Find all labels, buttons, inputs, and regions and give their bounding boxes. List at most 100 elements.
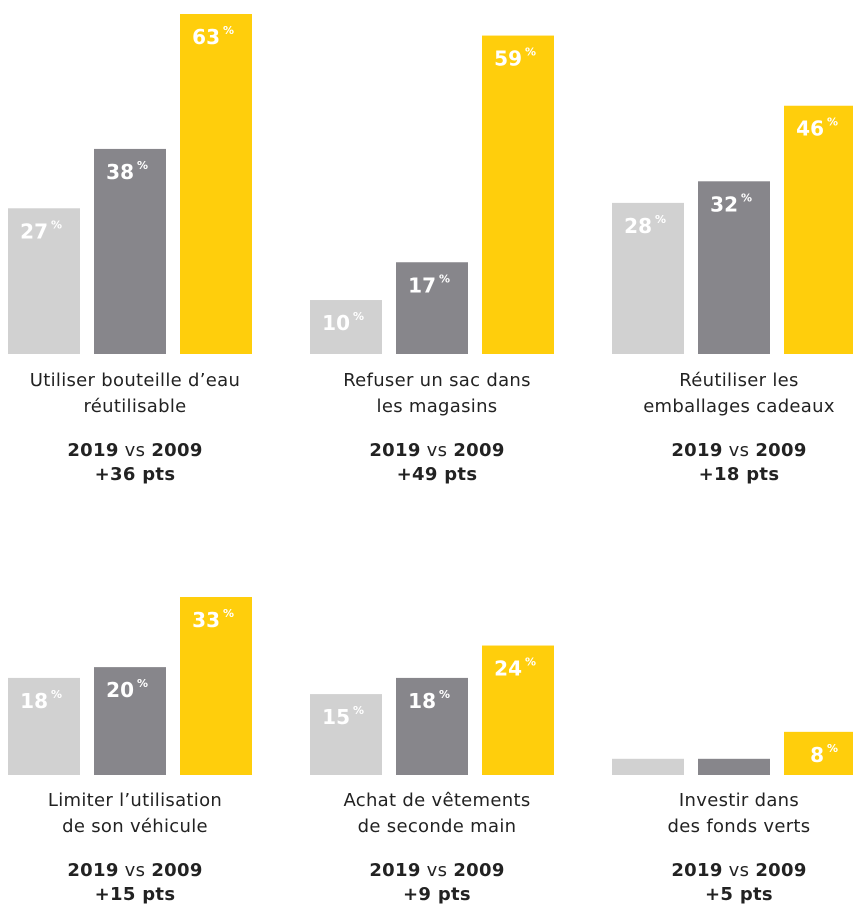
year-a: 2019 <box>671 440 723 461</box>
value-label: 46 <box>796 117 824 141</box>
bar <box>784 731 853 775</box>
bar-chart-svg: 27 %38 %63% <box>8 14 252 354</box>
percent-sign: % <box>655 733 666 746</box>
bar <box>698 181 770 354</box>
bar-chart-svg: 15% 18 %24% <box>310 645 554 775</box>
bar <box>784 105 853 354</box>
bar <box>698 758 770 775</box>
comparison-block: 2019 vs 2009 +49 pts <box>310 439 564 487</box>
percent-sign: % <box>223 607 234 620</box>
percent-sign: % <box>655 213 666 226</box>
value-label: 24 <box>494 657 522 681</box>
vs-text: vs <box>722 440 756 461</box>
bar-chart-svg: 28 %32 %46% <box>612 105 853 354</box>
caption-line: Réutiliser les <box>679 370 799 391</box>
value-label: 3 <box>638 734 652 758</box>
year-a: 2019 <box>67 860 119 881</box>
vs-text: vs <box>420 860 454 881</box>
comparison-block: 2019 vs 2009 +15 pts <box>8 859 262 907</box>
bar <box>612 202 684 354</box>
comparison-years: 2019 vs 2009 <box>612 859 853 883</box>
delta-points: +9 pts <box>403 884 471 905</box>
year-b: 2009 <box>151 440 203 461</box>
bar <box>482 645 554 775</box>
percent-sign: % <box>741 733 752 746</box>
bar <box>8 677 80 775</box>
value-label: 17 <box>408 273 436 297</box>
chart-caption: Utiliser bouteille d’eau réutilisable <box>8 368 262 420</box>
percent-sign: % <box>223 24 234 37</box>
bar <box>180 14 252 354</box>
chart-caption: Réutiliser les emballages cadeaux <box>612 368 853 420</box>
chart-caption: Refuser un sac dans les magasins <box>310 368 564 420</box>
percent-sign: % <box>51 218 62 231</box>
vs-text: vs <box>118 440 152 461</box>
bar <box>612 758 684 775</box>
comparison-block: 2019 vs 2009 +36 pts <box>8 439 262 487</box>
value-label: 8 <box>810 743 824 767</box>
vs-text: vs <box>118 860 152 881</box>
comparison-years: 2019 vs 2009 <box>612 439 853 463</box>
bar <box>94 667 166 775</box>
value-label: 28 <box>624 214 652 238</box>
value-label: 20 <box>106 678 134 702</box>
percent-sign: % <box>51 688 62 701</box>
percent-sign: % <box>137 159 148 172</box>
value-label: 15 <box>322 705 350 729</box>
comparison-years: 2019 vs 2009 <box>8 439 262 463</box>
value-label: 18 <box>408 689 436 713</box>
bar <box>180 597 252 775</box>
year-a: 2019 <box>67 440 119 461</box>
chart-caption: Investir dans des fonds verts <box>612 788 853 840</box>
chart-caption: Achat de vêtements de seconde main <box>310 788 564 840</box>
year-b: 2009 <box>453 440 505 461</box>
bar <box>8 208 80 354</box>
year-a: 2019 <box>369 440 421 461</box>
comparison-block: 2019 vs 2009 +18 pts <box>612 439 853 487</box>
percent-sign: % <box>137 677 148 690</box>
value-label: 63 <box>192 25 220 49</box>
percent-sign: % <box>741 191 752 204</box>
year-b: 2009 <box>151 860 203 881</box>
value-label: 10 <box>322 311 350 335</box>
comparison-block: 2019 vs 2009 +9 pts <box>310 859 564 907</box>
caption-line: Investir dans <box>678 790 800 811</box>
delta-points: +18 pts <box>698 464 780 485</box>
bar <box>396 677 468 775</box>
chart-panel: 15% 18% 24% Achat de vêtements de seconde ma… <box>310 0 564 909</box>
value-label: 3 <box>724 734 738 758</box>
bar <box>94 148 166 354</box>
comparison-years: 2019 vs 2009 <box>8 859 262 883</box>
bar <box>482 35 554 354</box>
value-label: 27 <box>20 219 48 243</box>
bar-chart-svg: 10 %17 %59% <box>310 35 554 354</box>
comparison-years: 2019 vs 2009 <box>310 859 564 883</box>
year-a: 2019 <box>369 860 421 881</box>
percent-sign: % <box>525 46 536 59</box>
delta-points: +49 pts <box>396 464 478 485</box>
year-a: 2019 <box>671 860 723 881</box>
delta-points: +5 pts <box>705 884 773 905</box>
percent-sign: % <box>827 116 838 129</box>
year-b: 2009 <box>453 860 505 881</box>
percent-sign: % <box>525 656 536 669</box>
vs-text: vs <box>420 440 454 461</box>
bar <box>396 262 468 354</box>
caption-line: Limiter l’utilisation <box>47 790 223 811</box>
comparison-block: 2019 vs 2009 +5 pts <box>612 859 853 907</box>
caption-line: réutilisable <box>83 396 187 417</box>
percent-sign: % <box>439 272 450 285</box>
delta-points: +15 pts <box>94 884 176 905</box>
percent-sign: % <box>353 310 364 323</box>
value-label: 38 <box>106 160 134 184</box>
delta-points: +36 pts <box>94 464 176 485</box>
caption-line: les magasins <box>376 396 498 417</box>
caption-line: des fonds verts <box>667 816 811 837</box>
bar-chart-svg: 18% 20 %33% <box>8 597 252 775</box>
chart-panel: 18% 20% 33% Limiter l’utilisation de son véh… <box>8 0 262 909</box>
chart-panel: 3% 3% 8% Investir dans des fonds verts 2019 v… <box>612 0 853 909</box>
chart-panel: 27% 38% 63% Utiliser bouteille d’eau réutili… <box>8 0 262 909</box>
chart-panel: 10% 17% 59% Refuser un sac dans les magasins… <box>310 0 564 909</box>
chart-panel: 28% 32% 46% Réutiliser les emballages cadeau… <box>612 0 853 909</box>
